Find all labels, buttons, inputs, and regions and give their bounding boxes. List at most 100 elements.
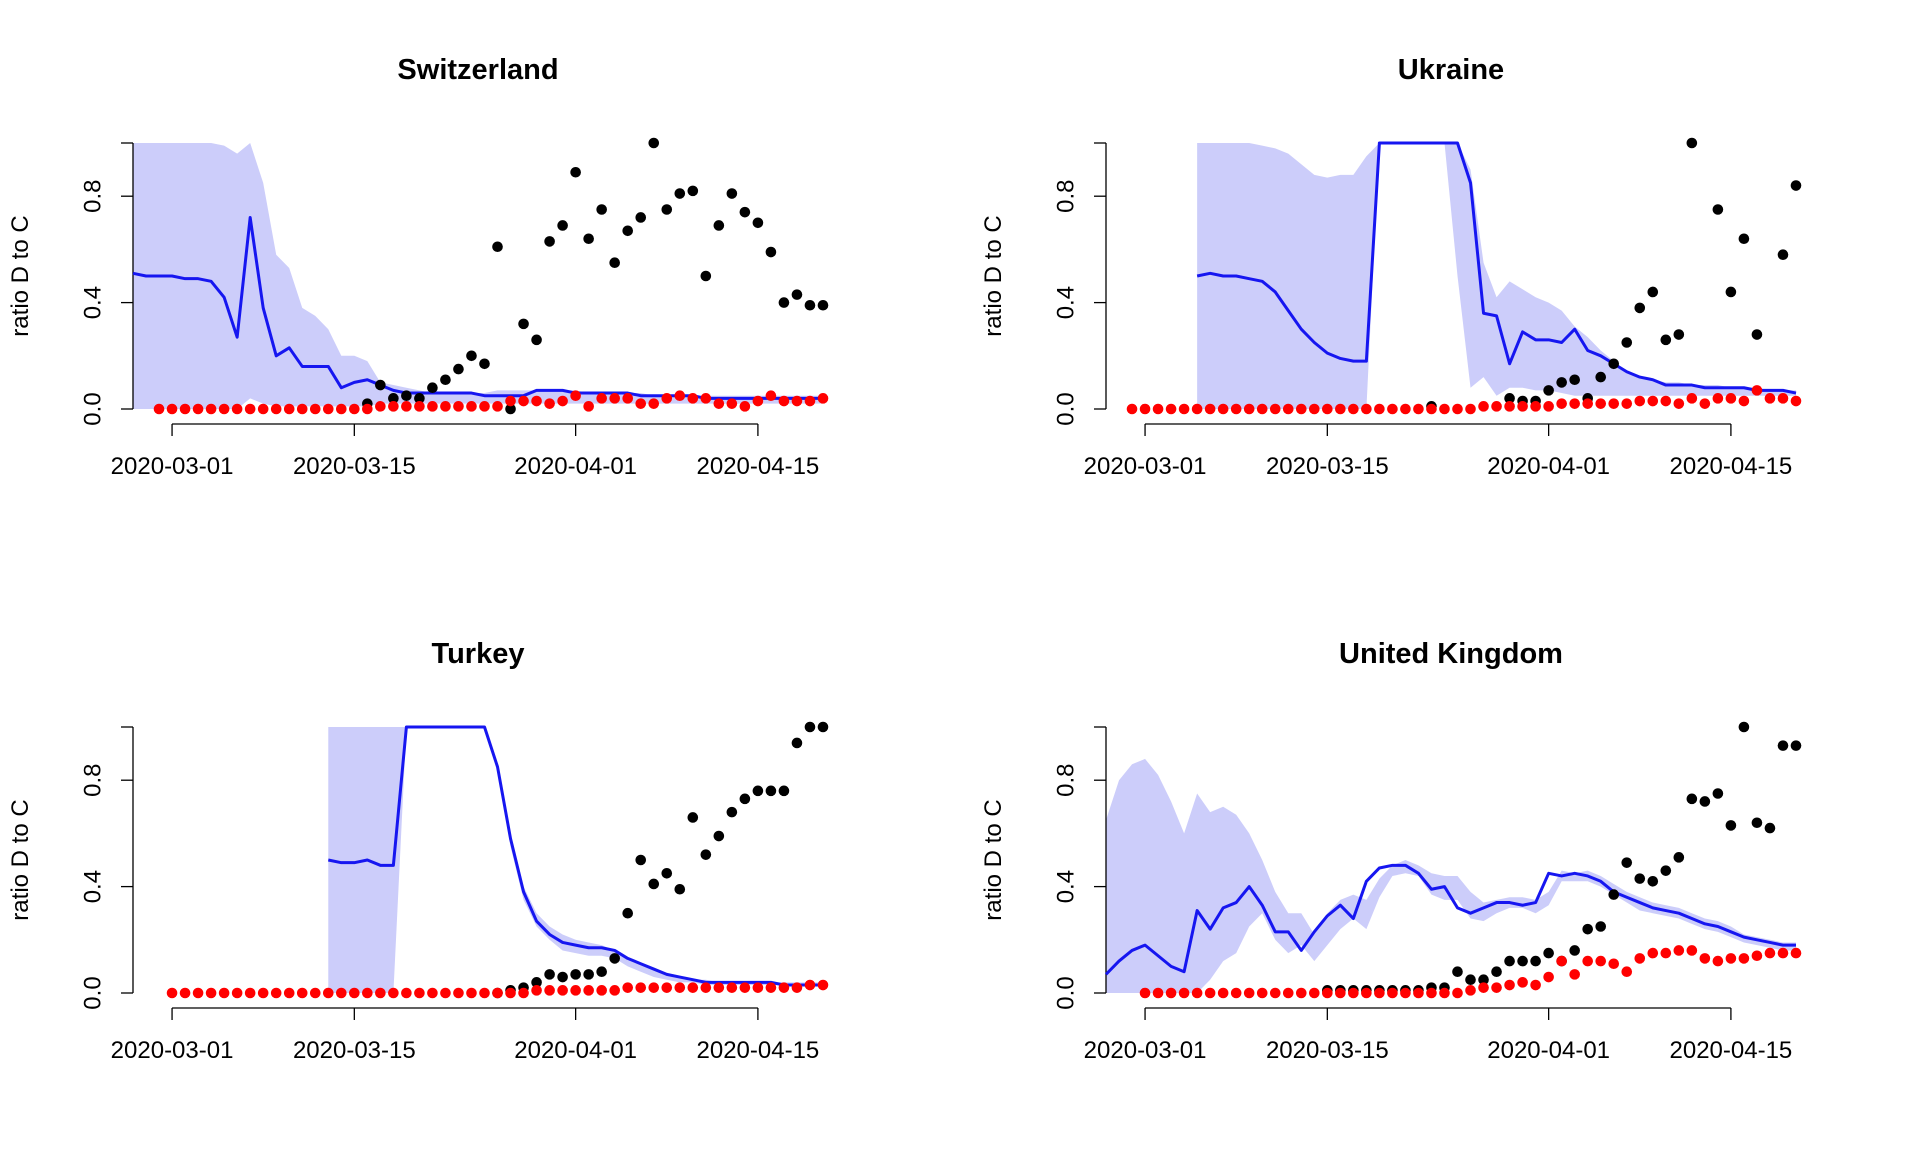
red-point [1282, 403, 1294, 415]
red-point [179, 403, 191, 415]
red-point [635, 982, 647, 993]
black-point [661, 868, 673, 879]
panel-title: United Kingdom [1339, 638, 1563, 670]
black-point [778, 297, 790, 308]
black-point [1777, 249, 1789, 261]
black-point [739, 206, 751, 218]
red-point [401, 401, 412, 412]
black-point [1504, 393, 1515, 404]
red-point [257, 987, 269, 999]
red-point [1465, 985, 1476, 996]
red-point [674, 982, 686, 993]
red-point [739, 982, 751, 993]
red-point [804, 395, 816, 407]
panel-ukraine: Ukraine ratio D to C 0.0 0.4 0.8 2020-03-01… [980, 54, 1802, 480]
black-point [713, 830, 725, 842]
red-point [1256, 987, 1268, 999]
red-point [1230, 403, 1242, 415]
black-point [1621, 337, 1633, 348]
black-point [661, 204, 673, 215]
black-point [1725, 820, 1737, 831]
black-point [726, 806, 738, 818]
red-point [726, 398, 738, 409]
plot-area: 0.0 0.4 0.8 2020-03-01 2020-03-15 2020-04-01 2… [1053, 137, 1802, 480]
black-point [674, 188, 686, 199]
red-point [1348, 987, 1359, 999]
black-point [1634, 302, 1646, 314]
y-tick-label: 0.8 [80, 764, 107, 797]
black-point [765, 246, 777, 258]
black-point [726, 188, 738, 199]
fitted-line [327, 725, 823, 987]
red-point [336, 987, 347, 999]
red-point [609, 985, 620, 996]
red-point [1530, 979, 1541, 991]
black-point [1660, 334, 1672, 346]
red-point [1387, 403, 1398, 415]
black-point [635, 212, 647, 223]
red-point [1491, 982, 1502, 993]
red-point [1764, 393, 1776, 404]
red-point [1413, 403, 1424, 415]
black-point [1530, 955, 1541, 967]
x-tick-label: 2020-04-01 [1487, 453, 1610, 480]
red-point [1165, 403, 1177, 415]
red-point [440, 987, 451, 999]
x-tick-label: 2020-04-15 [697, 1037, 820, 1064]
red-point [700, 393, 712, 404]
red-point [166, 403, 178, 415]
red-point [1595, 955, 1607, 967]
black-point [1634, 873, 1646, 884]
black-point [817, 299, 829, 311]
red-point [544, 985, 555, 996]
red-point [453, 401, 464, 412]
red-point [1608, 398, 1620, 409]
red-point [557, 395, 568, 407]
red-point [296, 403, 308, 415]
red-point [726, 982, 738, 993]
red-point [1725, 393, 1737, 404]
red-point [1569, 398, 1580, 409]
panel-switzerland: Switzerland ratio D to C 0.0 0.4 0.8 2020-0… [7, 54, 829, 480]
x-tick-label: 2020-04-01 [514, 1037, 637, 1064]
red-point [752, 395, 764, 407]
red-point [1790, 395, 1802, 407]
panel-united-kingdom: United Kingdom ratio D to C 0.0 0.4 0.8 202… [980, 638, 1802, 1064]
red-point [218, 987, 230, 999]
red-point [583, 401, 594, 412]
red-point [1426, 403, 1437, 415]
red-point [309, 987, 321, 999]
black-point [1764, 822, 1776, 834]
red-point [1725, 953, 1737, 964]
fitted-line [1196, 141, 1797, 395]
red-point [1165, 987, 1177, 999]
red-point [609, 393, 620, 404]
red-point [505, 395, 516, 407]
red-point [336, 403, 347, 415]
y-tick-label: 0.4 [80, 286, 107, 319]
red-point [1777, 393, 1789, 404]
black-point [1608, 358, 1620, 370]
red-point [153, 403, 165, 415]
red-point [1673, 945, 1685, 956]
red-point [375, 987, 386, 999]
black-point [1725, 286, 1737, 298]
black-point [622, 907, 634, 919]
red-point [1204, 987, 1216, 999]
black-point [466, 350, 477, 362]
red-point [1517, 401, 1528, 412]
red-point [218, 403, 230, 415]
red-point [244, 987, 256, 999]
red-point [1439, 403, 1450, 415]
black-point [1738, 233, 1750, 245]
red-point [349, 403, 360, 415]
black-point [557, 971, 568, 983]
red-point [817, 979, 829, 991]
red-point [1269, 987, 1281, 999]
black-point [570, 166, 581, 178]
black-point [1738, 721, 1750, 733]
red-point [1152, 403, 1164, 415]
red-point [322, 403, 334, 415]
red-point [687, 393, 699, 404]
